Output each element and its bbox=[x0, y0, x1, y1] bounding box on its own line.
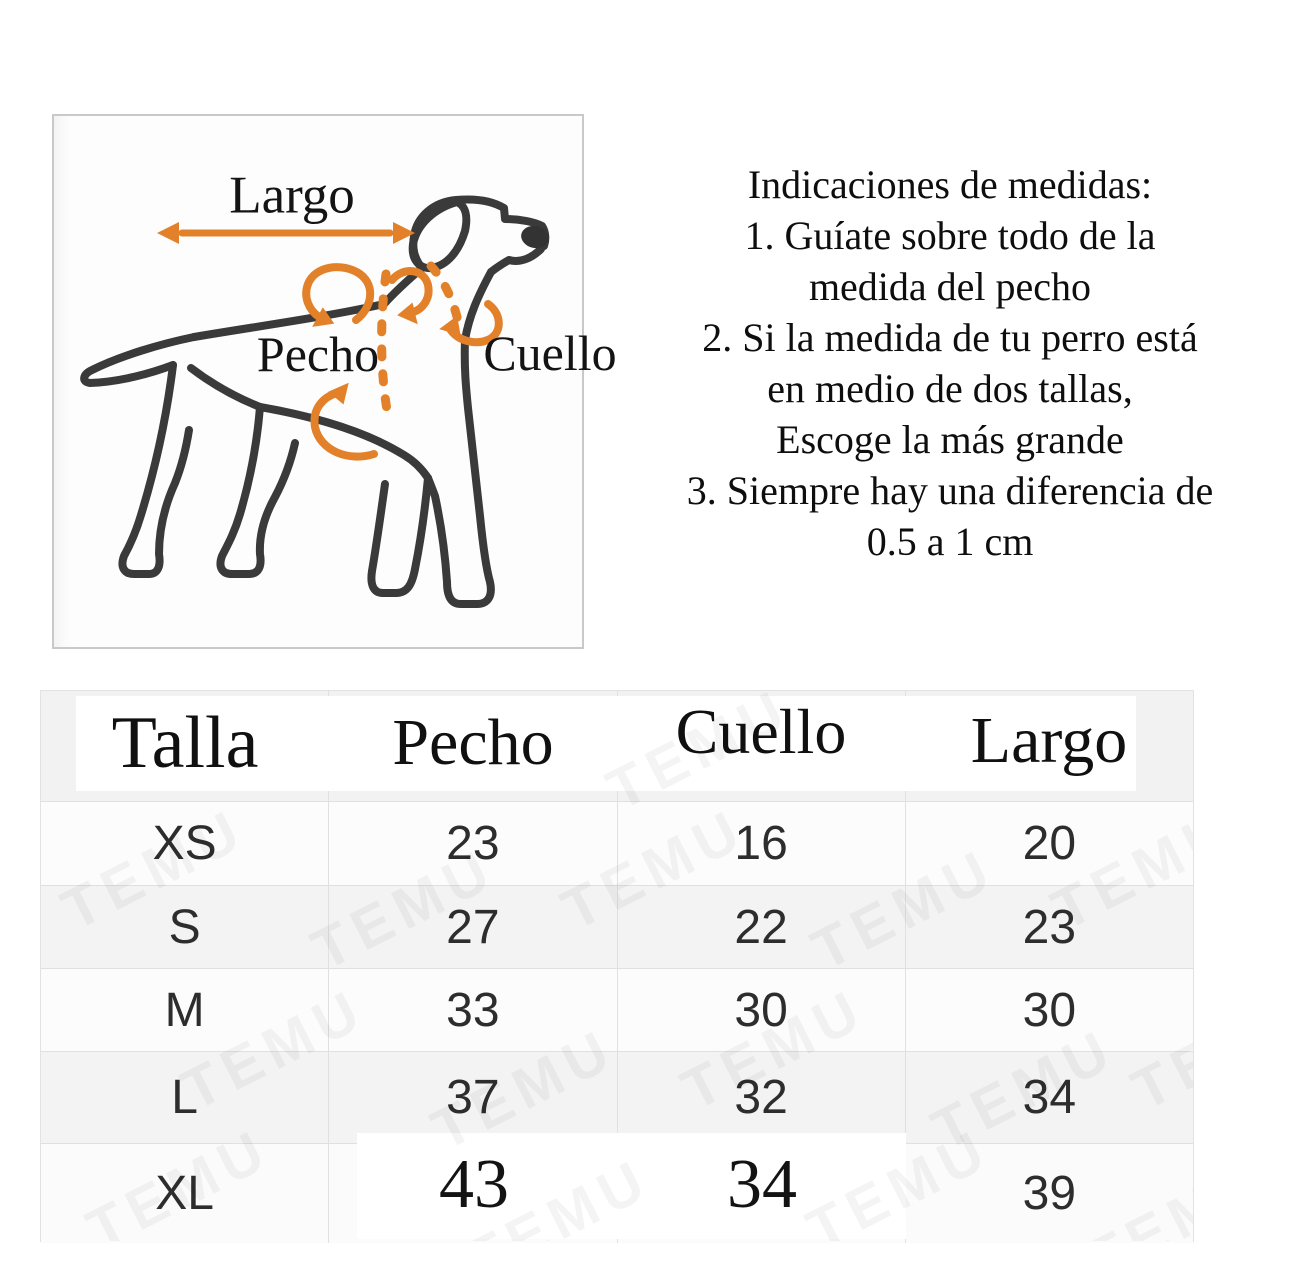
cell-talla: L bbox=[171, 1071, 198, 1124]
measurement-arrows bbox=[178, 229, 503, 461]
table-row-m: M 33 30 30 bbox=[41, 968, 1193, 1051]
cuello-girth-dashes bbox=[426, 261, 463, 326]
largo-label: Largo bbox=[229, 166, 355, 225]
dog-outline bbox=[80, 195, 550, 608]
cell-pecho: 33 bbox=[328, 969, 616, 1051]
xl-row-white-patch: 43 34 bbox=[357, 1133, 906, 1239]
belly-curl bbox=[310, 389, 378, 461]
size-table: XS 23 16 20 S 27 22 23 M 33 30 30 L 37 3… bbox=[40, 690, 1194, 1243]
dog-ear bbox=[408, 198, 471, 273]
cuello-label: Cuello bbox=[483, 325, 617, 381]
table-row-xs: XS 23 16 20 bbox=[41, 801, 1193, 885]
xl-cuello-value: 34 bbox=[727, 1146, 797, 1223]
cell-pecho-covered bbox=[328, 1144, 616, 1243]
pecho-girth-dashes bbox=[377, 269, 392, 415]
measurement-instructions: Indicaciones de medidas: 1. Guíate sobre… bbox=[608, 159, 1290, 567]
column-header-pecho: Pecho bbox=[392, 706, 554, 779]
dog-diagram-box: Largo Pecho Cuello bbox=[52, 114, 617, 649]
column-header-cuello: Cuello bbox=[675, 696, 847, 767]
dog-measurement-illustration bbox=[80, 195, 550, 608]
cell-largo: 39 bbox=[904, 1144, 1193, 1243]
cell-talla: S bbox=[168, 900, 201, 954]
instruction-line: en medio de dos tallas, bbox=[767, 366, 1133, 411]
instruction-line: 2. Si la medida de tu perro está bbox=[702, 315, 1198, 360]
cell-talla: XS bbox=[152, 817, 217, 870]
xl-pecho-value: 43 bbox=[439, 1146, 509, 1223]
arrow-heads bbox=[157, 222, 461, 405]
column-header-largo: Largo bbox=[970, 704, 1128, 777]
cell-pecho: 27 bbox=[328, 886, 616, 968]
cell-largo: 20 bbox=[904, 802, 1193, 885]
table-row-s: S 27 22 23 bbox=[41, 885, 1193, 968]
cell-largo: 23 bbox=[904, 886, 1193, 968]
cuello-top-curl bbox=[388, 267, 433, 317]
neck-curl bbox=[446, 300, 503, 347]
table-row-l: L 37 32 34 bbox=[41, 1051, 1193, 1143]
cell-cuello: 32 bbox=[616, 1052, 905, 1143]
cell-pecho: 37 bbox=[328, 1052, 616, 1143]
instruction-line: 3. Siempre hay una diferencia de bbox=[686, 468, 1214, 513]
instruction-line: 0.5 a 1 cm bbox=[866, 519, 1034, 564]
instruction-line: medida del pecho bbox=[808, 264, 1092, 309]
instruction-line: 1. Guíate sobre todo de la bbox=[744, 213, 1156, 258]
cell-largo: 34 bbox=[904, 1052, 1193, 1143]
cell-pecho: 23 bbox=[328, 802, 616, 885]
pecho-top-curl bbox=[302, 263, 374, 324]
header-white-patch bbox=[76, 696, 1136, 791]
cell-cuello: 16 bbox=[616, 802, 905, 885]
dog-nose bbox=[521, 225, 549, 249]
pecho-label: Pecho bbox=[256, 326, 380, 382]
instructions-heading: Indicaciones de medidas: bbox=[747, 162, 1153, 207]
cell-talla: M bbox=[164, 983, 205, 1037]
instruction-line: Escoge la más grande bbox=[776, 417, 1124, 462]
cell-largo: 30 bbox=[904, 969, 1193, 1051]
cell-cuello: 30 bbox=[616, 969, 905, 1051]
cell-talla: XL bbox=[155, 1167, 214, 1220]
column-header-talla: Talla bbox=[111, 702, 259, 784]
cell-cuello: 22 bbox=[616, 886, 905, 968]
